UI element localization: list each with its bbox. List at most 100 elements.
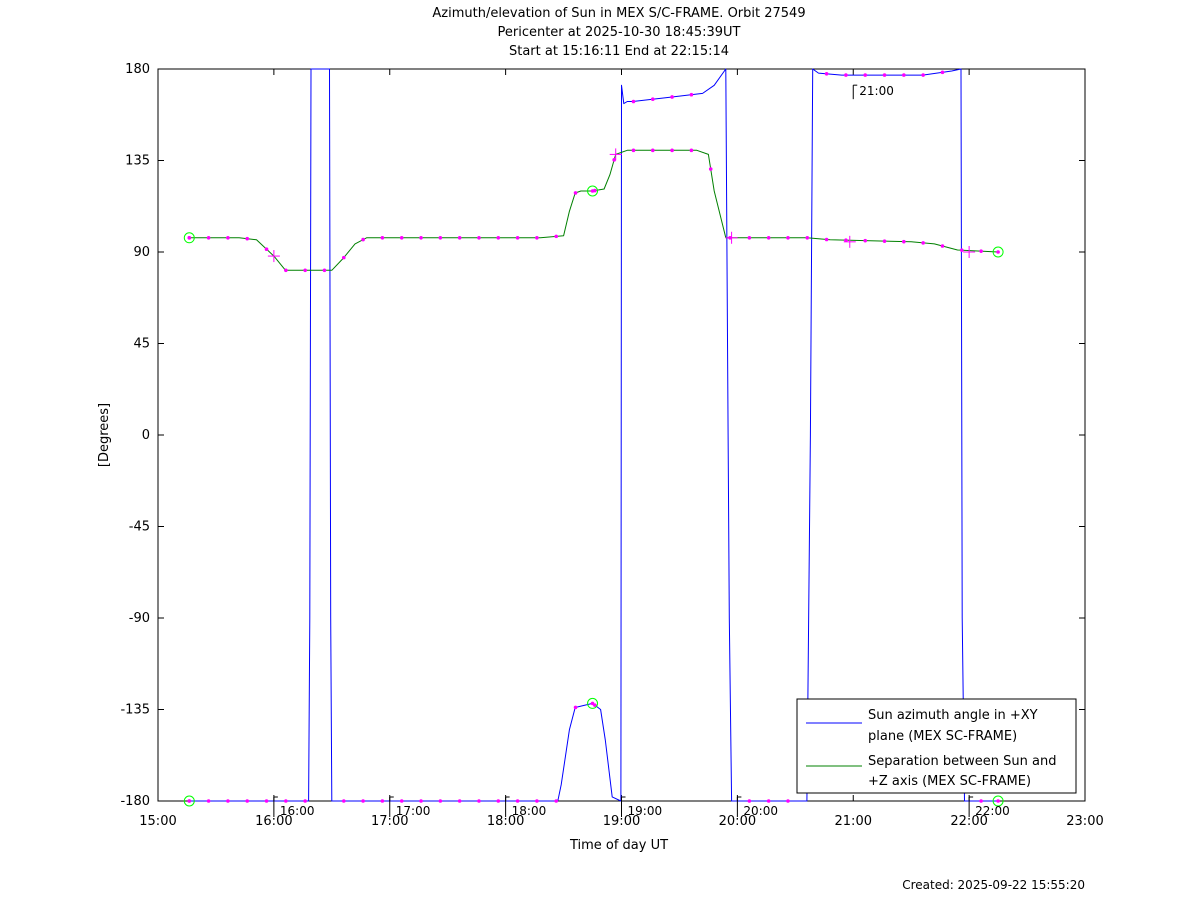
x-tick-label: 16:00 [255, 814, 292, 829]
hour-mark-label: 18:00 [512, 804, 547, 818]
sample-dot [284, 268, 288, 273]
chart-title-line-2: Pericenter at 2025-10-30 18:45:39UT [497, 25, 740, 40]
event-circle [183, 795, 195, 807]
sample-dot [361, 237, 365, 242]
sample-dot [631, 99, 636, 104]
sample-dot [940, 244, 945, 248]
sample-dot [419, 235, 423, 240]
legend-label-azimuth-line-1: Sun azimuth angle in +XY [868, 708, 1038, 723]
sample-dot [824, 71, 829, 76]
sample-dot [631, 148, 636, 153]
sample-dot [496, 799, 501, 803]
sample-dot [844, 238, 848, 242]
event-circle [992, 246, 1004, 258]
sample-dot [438, 799, 443, 803]
created-timestamp: Created: 2025-09-22 15:55:20 [902, 878, 1085, 892]
sample-dot [573, 705, 578, 710]
sample-dot [341, 799, 346, 803]
legend: Sun azimuth angle in +XY plane (MEX SC-F… [796, 698, 1077, 794]
sample-dot [380, 235, 385, 240]
hour-mark-label: 16:00 [280, 804, 315, 818]
sample-dot [438, 235, 443, 240]
y-tick-label: 45 [133, 337, 150, 352]
sample-dot [206, 235, 211, 240]
sample-dot [670, 148, 674, 153]
event-circle [183, 232, 195, 244]
legend-box [796, 698, 1077, 794]
sample-dot [477, 799, 481, 803]
sample-dot [650, 148, 655, 153]
x-tick-label: 18:00 [487, 814, 524, 829]
sample-dot [650, 97, 655, 102]
sample-dot [766, 235, 771, 240]
y-tick-label: -135 [120, 703, 150, 718]
sample-dot [882, 239, 887, 243]
sample-dot [766, 799, 771, 803]
hour-marks: 16:00 17:00 18:00 19:00 20:00 21:00 22:00 [273, 84, 1010, 818]
sample-dot [747, 799, 752, 803]
sample-dot [284, 799, 288, 803]
sample-dot [535, 799, 539, 803]
sample-dot [786, 235, 790, 240]
sample-dot [535, 235, 539, 240]
event-dot [590, 189, 595, 193]
sample-dot [496, 235, 501, 240]
x-axis-label: Time of day UT [569, 838, 668, 853]
sample-dot [979, 249, 983, 253]
sample-dot [226, 799, 230, 803]
y-tick-label: -180 [120, 794, 150, 809]
sample-dot [515, 235, 520, 240]
sample-dot [477, 235, 481, 240]
y-axis-label: [Degrees] [97, 403, 112, 467]
sample-dot [979, 799, 983, 803]
y-tick-label: 135 [125, 154, 150, 169]
sample-dot [206, 799, 211, 803]
sample-dot [515, 799, 520, 803]
sample-dot [554, 234, 559, 239]
sample-dot [863, 238, 868, 243]
x-tick-label: 15:00 [139, 814, 176, 829]
x-tick-label: 22:00 [950, 814, 987, 829]
sample-dot [245, 236, 250, 241]
event-circle [587, 185, 599, 197]
data-markers [183, 70, 1004, 807]
sample-dot [341, 255, 346, 260]
sample-dot [399, 235, 404, 240]
sample-dot [902, 73, 906, 77]
x-tick-label: 23:00 [1066, 814, 1103, 829]
sample-dot [805, 236, 810, 240]
hour-mark-label: 21:00 [859, 84, 894, 98]
hour-mark-label: 19:00 [628, 804, 663, 818]
sample-dot [361, 799, 365, 803]
legend-label-azimuth-line-2: plane (MEX SC-FRAME) [868, 729, 1017, 744]
axis-ticks [157, 68, 1086, 802]
sample-dot [921, 73, 925, 77]
x-tick-labels: 15:00 16:00 17:00 18:00 19:00 20:00 21:00 22:00… [139, 814, 1103, 829]
sample-dot [844, 73, 848, 77]
hour-mark-label: 22:00 [975, 804, 1010, 818]
sample-dot [689, 148, 694, 153]
sample-dot [264, 247, 269, 251]
series-line-azimuth [189, 68, 999, 802]
x-tick-label: 21:00 [835, 814, 872, 829]
x-tick-label: 20:00 [719, 814, 756, 829]
sample-dot [573, 191, 578, 195]
sample-dot [882, 73, 887, 77]
y-tick-label: 180 [125, 62, 150, 77]
sample-dot [921, 241, 925, 245]
sample-dot [264, 799, 269, 803]
sample-dot [457, 235, 462, 240]
event-dot [187, 235, 192, 240]
event-dot [590, 701, 595, 706]
series-lines [189, 68, 999, 802]
sample-dot [419, 799, 423, 803]
sample-dot [708, 167, 713, 171]
sample-dot [399, 799, 404, 803]
event-dot [187, 799, 192, 803]
hour-mark-label: 17:00 [396, 804, 431, 818]
sample-dot [303, 799, 307, 803]
sample-dot [322, 268, 327, 273]
hour-mark-label: 20:00 [743, 804, 778, 818]
y-tick-label: -45 [129, 520, 150, 535]
